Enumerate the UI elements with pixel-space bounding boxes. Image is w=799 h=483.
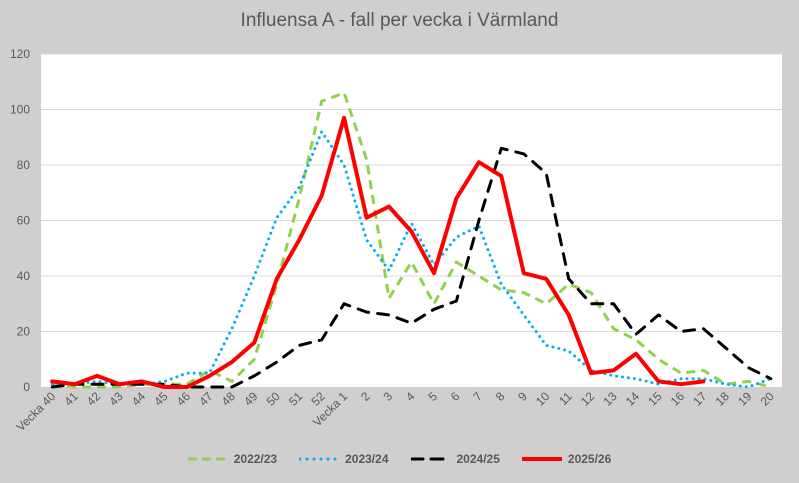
x-tick-label: 10 (533, 389, 553, 409)
gridlines (41, 53, 782, 332)
x-tick-label: 47 (196, 389, 216, 409)
legend-item-2025-26[interactable]: 2025/26 (521, 452, 612, 466)
series-line-2023-24 (50, 130, 773, 389)
legend-label: 2023/24 (345, 452, 389, 466)
legend-label: 2024/25 (456, 452, 500, 466)
y-tick-label: 100 (10, 103, 30, 117)
x-tick-label: 11 (556, 389, 575, 408)
y-tick-label: 80 (17, 158, 31, 172)
legend-label: 2022/23 (233, 452, 278, 466)
y-tick-label: 60 (17, 214, 31, 228)
y-tick-label: 120 (10, 47, 30, 61)
legend-item-2023-24[interactable]: 2023/24 (299, 452, 389, 466)
legend-item-2022-23[interactable]: 2022/23 (187, 452, 278, 466)
x-tick-label: 3 (381, 389, 396, 404)
series-line-2025-26 (50, 115, 706, 389)
legend-item-2024-25[interactable]: 2024/25 (410, 452, 500, 466)
y-axis-labels: 0 20 40 60 80 100 120 (10, 47, 30, 394)
x-tick-label: 4 (403, 389, 418, 404)
x-tick-label: 41 (61, 389, 81, 409)
y-tick-label: 20 (17, 325, 31, 339)
x-tick-label: 17 (690, 389, 710, 409)
x-tick-label: 45 (151, 389, 171, 409)
y-tick-label: 40 (17, 269, 31, 283)
dotted-blue-line-icon (299, 457, 340, 461)
x-tick-label: 43 (106, 389, 126, 409)
legend: 2022/23 2023/24 2024/25 2025/26 (0, 452, 799, 466)
x-tick-label: 8 (493, 389, 508, 404)
chart-title: Influensa A - fall per vecka i Värmland (240, 10, 559, 31)
legend-label: 2025/26 (567, 452, 612, 466)
x-tick-label: 5 (425, 389, 440, 404)
x-tick-label: 6 (448, 389, 463, 404)
x-tick-label: 9 (515, 389, 530, 404)
x-tick-label: 2 (358, 389, 373, 404)
dashed-black-line-icon (410, 457, 451, 461)
x-tick-label: 19 (735, 389, 755, 409)
x-tick-label: 50 (264, 389, 284, 409)
x-tick-label: Vecka 40 (14, 389, 59, 434)
x-tick-label: 42 (84, 389, 104, 409)
x-tick-label: 51 (286, 389, 306, 409)
x-tick-label: 13 (600, 389, 620, 409)
y-tick-label: 0 (23, 380, 30, 394)
x-tick-label: 7 (470, 389, 485, 404)
x-tick-label: 12 (578, 389, 598, 409)
x-tick-label: 48 (219, 389, 239, 409)
x-tick-label: 15 (645, 389, 665, 409)
x-tick-label: 20 (758, 389, 778, 409)
x-tick-label: 46 (174, 389, 194, 409)
x-tick-label: 44 (129, 389, 149, 409)
x-tick-label: 49 (241, 389, 261, 409)
dashed-green-line-icon (187, 457, 228, 461)
x-tick-label: 18 (713, 389, 733, 409)
solid-red-line-icon (521, 457, 562, 461)
x-tick-label: 14 (623, 389, 643, 409)
series-lines (50, 91, 773, 389)
x-tick-label: 16 (668, 389, 688, 409)
